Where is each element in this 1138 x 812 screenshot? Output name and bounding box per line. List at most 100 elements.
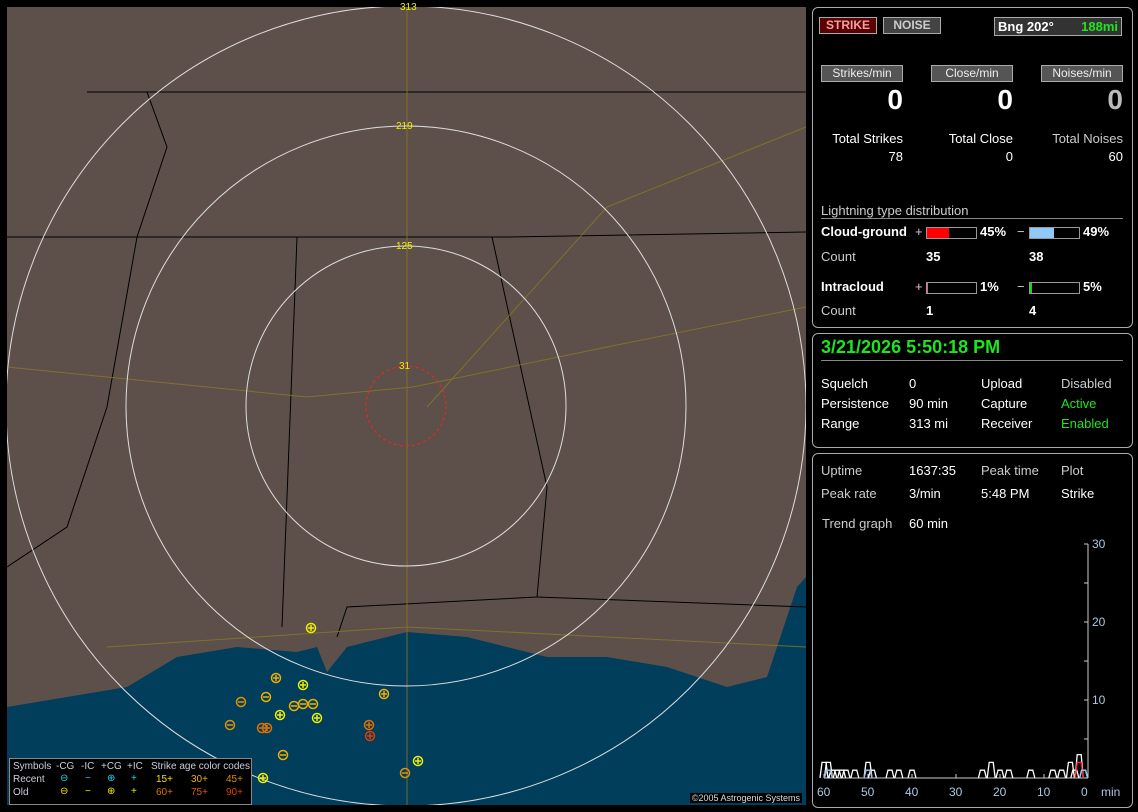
cg-positive-pct: 45% [980,224,1007,239]
strikes-per-min-value: 0 [887,84,903,115]
cg-positive-count: 35 [926,249,941,264]
total-strikes-label: Total Strikes [832,131,903,146]
x-tick-label: 0 [1081,785,1088,799]
negative-cg-strike-icon [297,698,309,710]
ring-label-125: 125 [396,241,413,252]
legend-neg-cg: -CG [56,761,75,772]
pos-ic-old-icon: + [131,786,137,797]
trend-peak-0 [995,769,1005,779]
close-per-min-button[interactable]: Close/min [931,65,1013,82]
y-tick-label: 10 [1092,693,1106,707]
strike-button[interactable]: STRIKE [819,17,877,34]
status-k2-0: Upload [981,376,1023,391]
ring-label-219: 219 [396,121,413,132]
noises-per-min-value: 0 [1107,84,1123,115]
close-per-min-value: 0 [997,84,1013,115]
age-15: 15+ [156,774,173,785]
cg-plus: + [915,224,923,239]
cg-positive-bar [926,227,977,239]
strike-markers [224,622,424,784]
range-ring [125,125,687,687]
cg-minus: − [1017,224,1025,239]
status-k2-1: Capture [981,396,1028,411]
cg-negative-count: 38 [1029,249,1044,264]
ic-positive-count: 1 [926,303,934,318]
map-canvas[interactable] [7,7,806,805]
ring-label-31: 31 [399,361,411,372]
pos-ic-recent-icon: + [131,773,137,784]
bearing: Bng 202° [998,19,1054,34]
positive-cg-strike-icon [364,730,376,742]
status-v2-2: Enabled [1061,416,1109,431]
noise-button[interactable]: NOISE [883,17,941,34]
status-v1-0: 0 [909,376,917,391]
datetime: 3/21/2026 5:50:18 PM [821,337,1123,361]
trend-peak-0 [1048,769,1058,779]
positive-cg-strike-icon [311,712,323,724]
trend-peak-0 [885,769,895,779]
trend-peak-0 [836,769,847,779]
strikes-per-min-button[interactable]: Strikes/min [821,65,903,82]
age-60: 60+ [156,787,173,798]
neg-cg-old-icon: ⊖ [60,786,69,797]
x-tick-label: 20 [993,785,1007,799]
highways [7,7,806,805]
total-strikes: 78 [888,149,903,164]
legend-symbols: Symbols [13,761,52,772]
trend-peak-0 [867,769,878,779]
status-k1-0: Squelch [821,376,868,391]
cg-negative-bar [1029,227,1080,239]
neg-ic-recent-icon: − [85,773,91,784]
x-axis-label: min [1101,785,1120,799]
trend-peak-0 [1026,769,1036,779]
status-v1-2: 313 mi [909,416,949,431]
status-k2-2: Receiver [981,416,1033,431]
x-tick-label: 50 [861,785,875,799]
trend-graph-label: Trend graph [822,516,893,531]
ic-negative-pct: 5% [1083,279,1102,294]
negative-cg-strike-icon [277,749,289,761]
age-90: 90+ [226,787,243,798]
legend-pos-ic: +IC [127,761,143,772]
age-45: 45+ [226,774,243,785]
y-tick-label: 20 [1092,615,1106,629]
status-panel: 3/21/2026 5:50:18 PM Squelch 0 Upload Disab… [812,333,1133,448]
total-close: 0 [1005,149,1013,164]
positive-cg-strike-icon [412,755,424,767]
neg-cg-recent-icon: ⊖ [60,773,69,784]
positive-cg-strike-icon [363,719,375,731]
ic-minus: − [1017,279,1025,294]
legend-neg-ic: -IC [81,761,95,772]
trend-peak-0 [828,769,838,779]
negative-cg-strike-icon [224,719,236,731]
y-tick-label: 30 [1092,537,1106,551]
positive-cg-strike-icon [261,722,273,734]
neg-ic-old-icon: − [85,786,91,797]
trend-peak-0 [841,769,851,779]
x-tick-label: 40 [905,785,919,799]
trend-peak-0 [986,761,996,779]
noises-per-min-button[interactable]: Noises/min [1041,65,1123,82]
negative-cg-strike-icon [235,696,247,708]
positive-cg-strike-icon [378,688,390,700]
status-k1-2: Range [821,416,860,431]
plot-mode[interactable]: Strike [1061,486,1095,501]
positive-cg-strike-icon [274,709,286,721]
trend-graph-range[interactable]: 60 min [909,516,949,531]
ic-positive-bar [926,282,977,294]
cloud-ground-label: Cloud-ground [821,224,907,239]
distribution-title: Lightning type distribution [821,203,1123,219]
ic-negative-bar [1029,282,1080,294]
pos-cg-old-icon: ⊕ [107,786,116,797]
ic-positive-pct: 1% [980,279,999,294]
total-close-label: Total Close [948,131,1013,146]
legend-pos-cg: +CG [101,761,122,772]
lightning-map[interactable]: 313 219 125 31 ©2005 Astrogenic Systems [7,2,806,805]
ic-count-label: Count [821,303,856,318]
trend-graph: 60 50 40 30 20 10 0 min 10 20 30 [817,537,1120,799]
positive-cg-strike-icon [257,772,269,784]
state-borders [7,91,806,638]
negative-cg-strike-icon [399,767,411,779]
trend-peak-0 [907,769,917,779]
trend-peak-0 [1070,769,1080,779]
